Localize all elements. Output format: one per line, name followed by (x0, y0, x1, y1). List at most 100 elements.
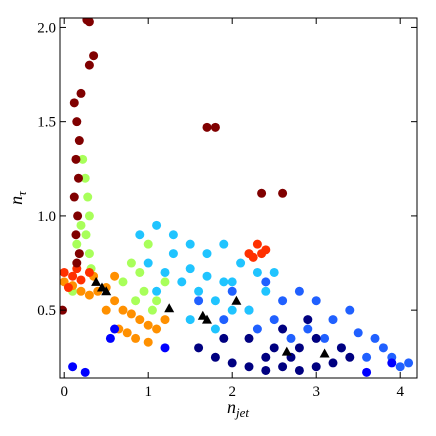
point (139, 286, 149, 296)
triangle-marker (164, 303, 175, 313)
point (311, 296, 321, 306)
point (328, 358, 338, 368)
point (210, 296, 220, 306)
point (227, 286, 237, 296)
point (185, 264, 195, 274)
y-axis-label: nτ (6, 190, 29, 205)
point (76, 220, 86, 230)
triangle-marker (91, 276, 102, 286)
point (74, 249, 84, 259)
point (248, 252, 258, 262)
point (68, 271, 78, 281)
point (219, 333, 229, 343)
point (69, 192, 79, 202)
point (236, 258, 246, 268)
point (76, 275, 86, 285)
point (328, 315, 338, 325)
point (110, 324, 120, 334)
point (143, 320, 153, 330)
point (78, 154, 88, 164)
point (261, 365, 271, 375)
y-tick-label: 2.0 (37, 20, 56, 36)
point (261, 277, 271, 287)
point (227, 358, 237, 368)
plot-area (60, 18, 414, 377)
triangle-marker (319, 348, 330, 358)
triangle-marker (281, 346, 292, 356)
point (83, 192, 93, 202)
point (131, 333, 141, 343)
point (143, 337, 153, 347)
triangle-marker (197, 310, 208, 320)
point (244, 333, 254, 343)
point (202, 271, 212, 281)
point (160, 277, 170, 287)
point (80, 367, 90, 377)
point (194, 296, 204, 306)
point (152, 296, 162, 306)
point (143, 258, 153, 268)
point (126, 309, 136, 319)
point (126, 258, 136, 268)
point (177, 277, 187, 287)
point (76, 88, 86, 98)
point (244, 362, 254, 372)
point (72, 117, 82, 127)
point (336, 343, 346, 353)
x-tick-label: 0 (60, 384, 68, 400)
point (84, 290, 94, 300)
triangle-marker (97, 282, 107, 292)
point (160, 267, 170, 277)
point (135, 230, 145, 240)
x-axis-label: njet (227, 397, 249, 420)
point (68, 362, 78, 372)
point (160, 315, 170, 325)
point (362, 367, 372, 377)
point (185, 239, 195, 249)
point (219, 315, 229, 325)
y-tick-label: 1.0 (37, 209, 56, 225)
point (89, 51, 99, 61)
point (370, 333, 380, 343)
x-tick-label: 1 (144, 384, 152, 400)
point (185, 315, 195, 325)
point (60, 267, 69, 277)
triangle-marker (202, 314, 212, 324)
x-label-sub: jet (234, 405, 249, 420)
point (84, 211, 94, 221)
point (286, 333, 296, 343)
point (131, 296, 141, 306)
point (252, 239, 262, 249)
point (269, 343, 279, 353)
point (404, 358, 414, 368)
point (71, 230, 81, 240)
point (278, 188, 288, 198)
point (72, 239, 82, 249)
point (303, 324, 313, 334)
point (395, 362, 405, 372)
point (387, 358, 397, 368)
point (210, 122, 220, 132)
triangle-marker (101, 286, 112, 296)
x-tick-label: 3 (312, 384, 320, 400)
point (362, 352, 372, 362)
point (219, 239, 229, 249)
x-tick-label: 4 (396, 384, 404, 400)
point (202, 249, 212, 259)
axes-frame (59, 17, 418, 379)
point (345, 352, 355, 362)
point (244, 305, 254, 315)
point (84, 249, 94, 259)
point (194, 343, 204, 353)
point (252, 324, 262, 334)
point (311, 333, 321, 343)
point (278, 324, 288, 334)
point (63, 283, 73, 293)
point (80, 173, 90, 183)
point (219, 277, 229, 287)
y-tick-label: 1.5 (37, 115, 56, 131)
point (257, 249, 267, 259)
point (152, 220, 162, 230)
x-tick-label: 2 (228, 384, 236, 400)
